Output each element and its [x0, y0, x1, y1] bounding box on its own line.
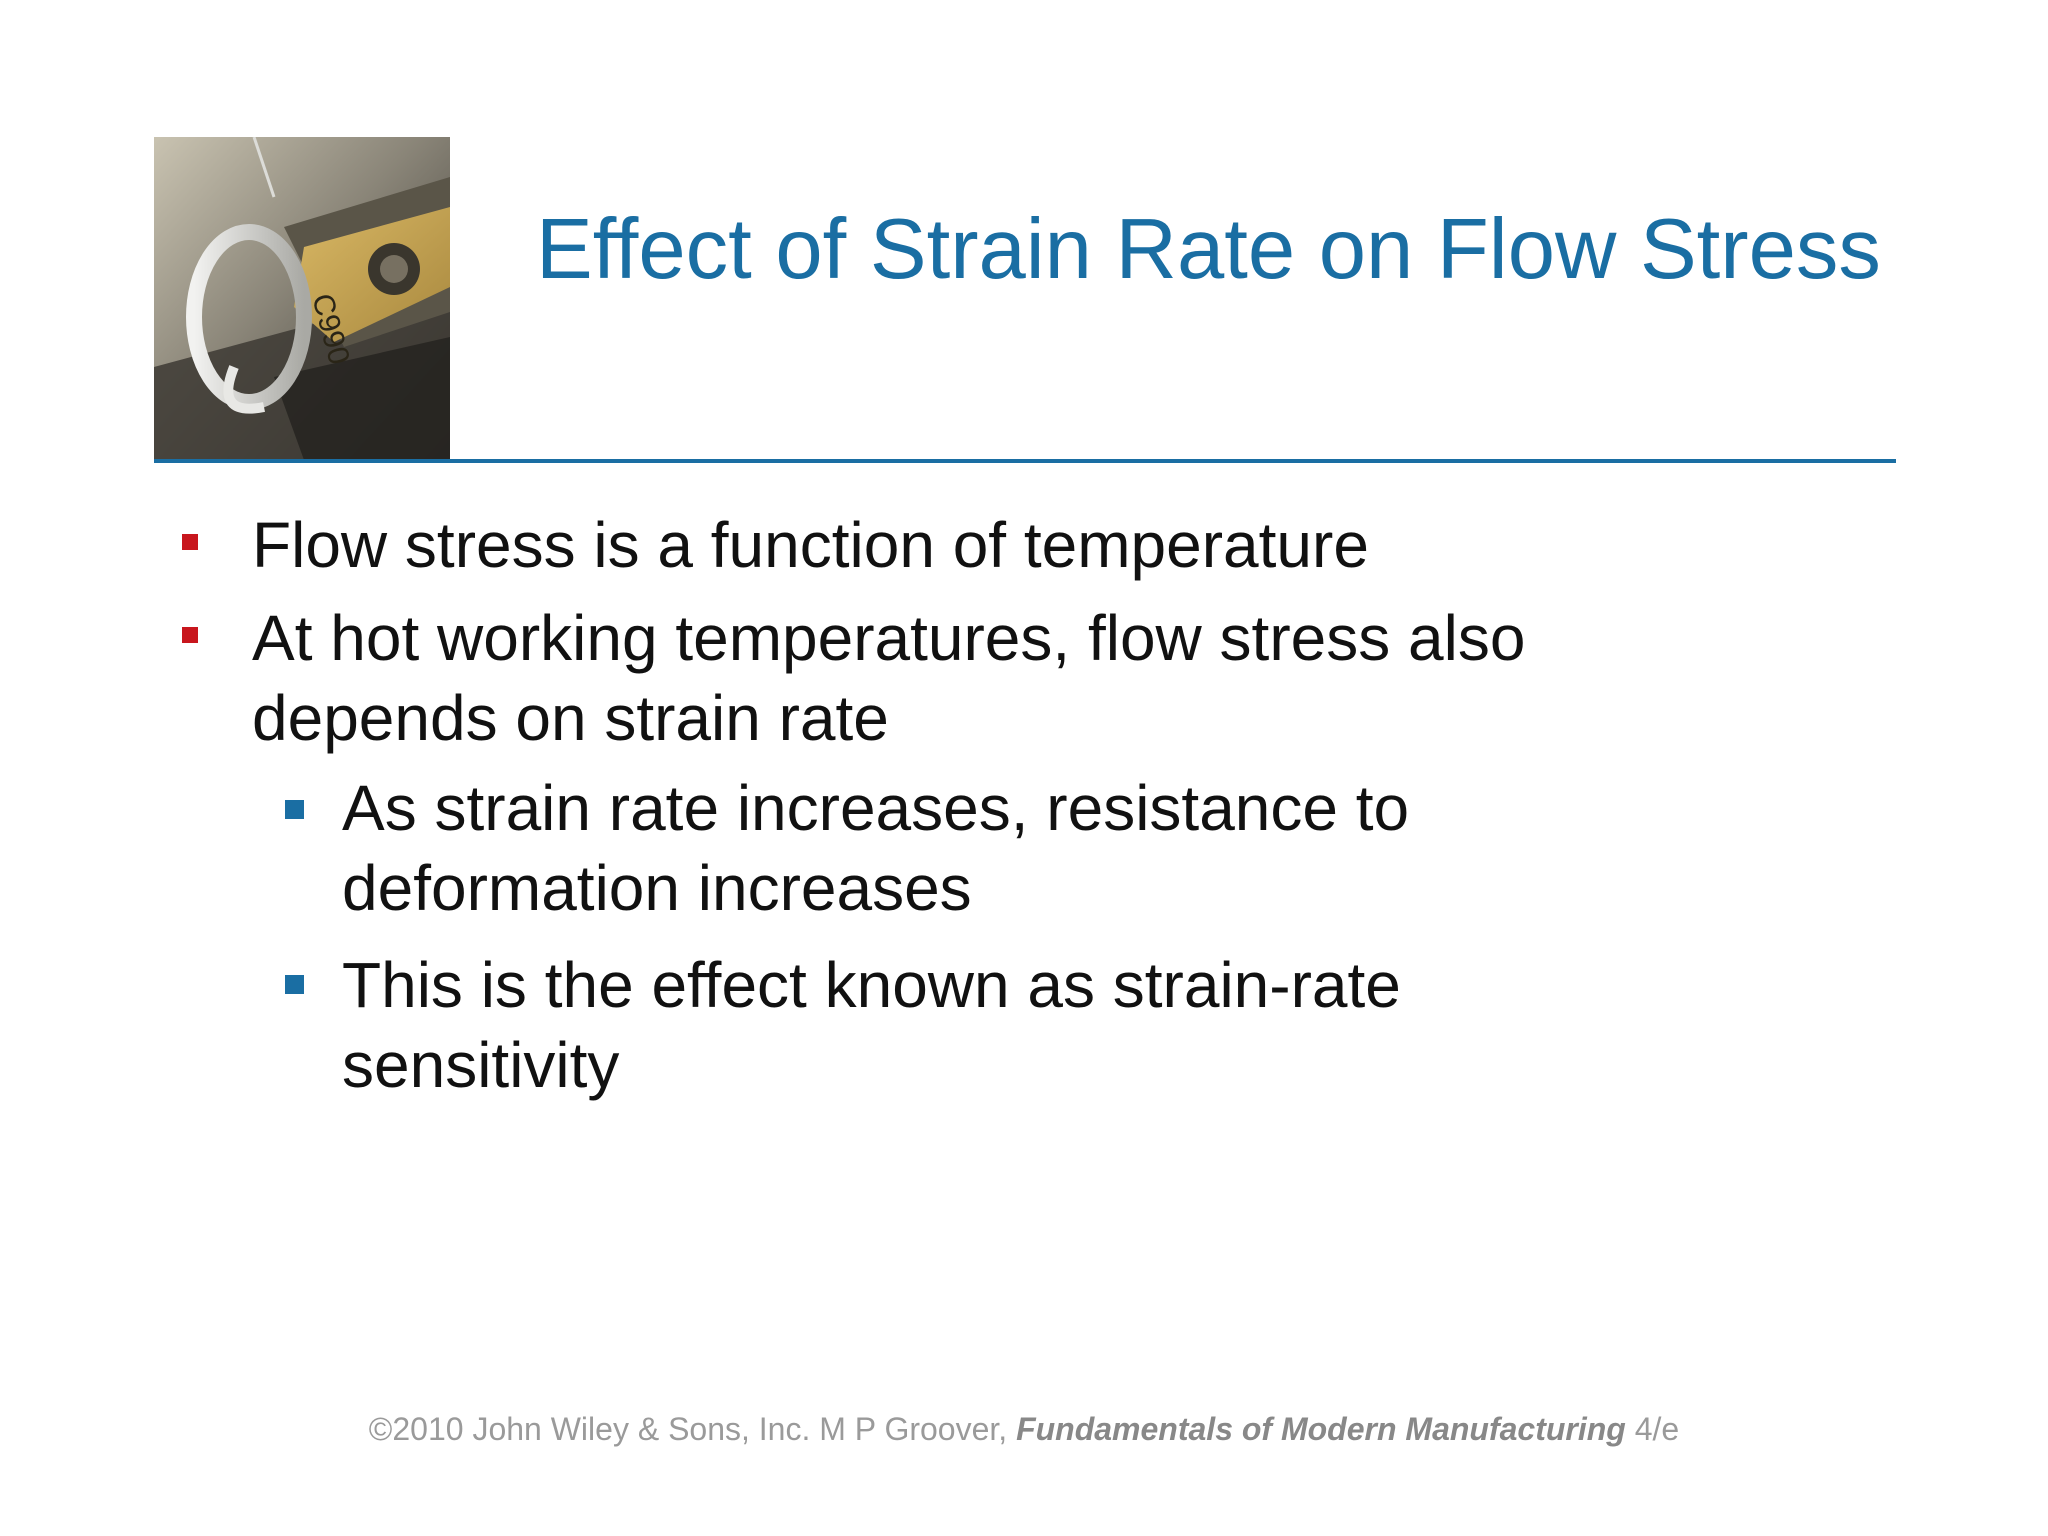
- footer-prefix: ©2010 John Wiley & Sons, Inc. M P Groove…: [368, 1411, 1017, 1447]
- bullet-item: At hot working temperatures, flow stress…: [252, 602, 1526, 754]
- sub-bullet-square-icon: [285, 975, 304, 994]
- bullet-square-icon: [182, 534, 198, 550]
- bullet-item: Flow stress is a function of temperature: [252, 509, 1369, 581]
- sub-bullet-square-icon: [285, 800, 304, 819]
- bullet-square-icon: [182, 627, 198, 643]
- title-divider: [154, 459, 1896, 463]
- footer-copyright: ©2010 John Wiley & Sons, Inc. M P Groove…: [0, 1409, 2048, 1449]
- footer-book-title: Fundamentals of Modern Manufacturing: [1016, 1411, 1626, 1447]
- sub-bullet-item: As strain rate increases, resistance to …: [342, 772, 1410, 924]
- footer-suffix: 4/e: [1625, 1411, 1680, 1447]
- machining-tool-illustration: C990: [154, 137, 450, 460]
- machining-tool-photo: C990: [154, 137, 450, 460]
- slide-title: Effect of Strain Rate on Flow Stress: [536, 202, 1881, 297]
- sub-bullet-item: This is the effect known as strain-rate …: [342, 949, 1401, 1101]
